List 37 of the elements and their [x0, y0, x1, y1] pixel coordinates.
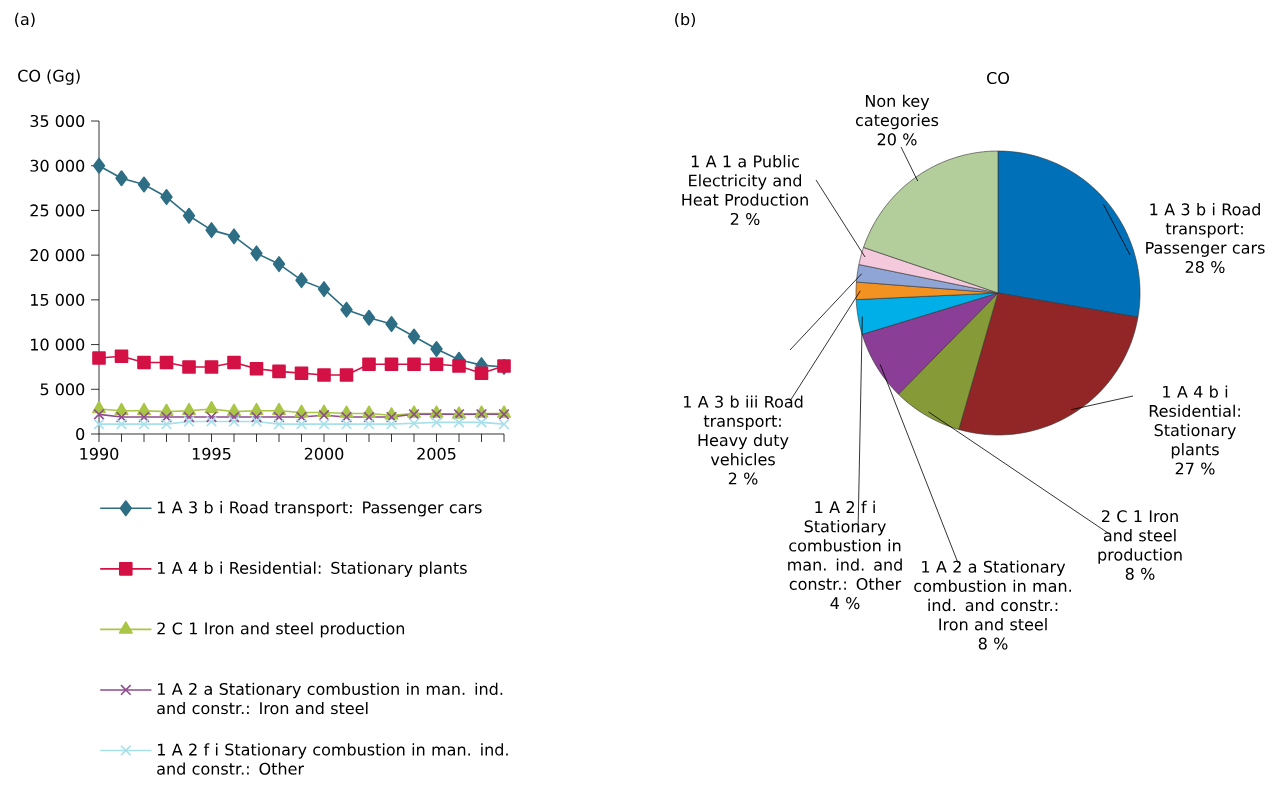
legend-label: 2 C 1 Iron and steel production — [157, 622, 405, 638]
legend-label: 1 A 2 f i Stationary combustion in man. ind. and constr.: Other — [157, 743, 508, 775]
data-label: 4 % — [830, 597, 860, 610]
x-tick-label: 2000 — [304, 447, 344, 460]
y-tick-label: 25 000 — [30, 204, 85, 217]
x-tick-label: 1995 — [192, 447, 231, 460]
text: (b) — [675, 12, 695, 28]
data-label: 2 % — [728, 472, 758, 485]
slice-label: 1 A 3 b iii Road transport: Heavy duty vehicles — [683, 395, 803, 466]
data-label: 8 % — [978, 637, 1008, 650]
data-label: 8 % — [1125, 567, 1155, 580]
chart-title: CO — [987, 71, 1009, 85]
y-tick-label: 35 000 — [30, 114, 85, 128]
x-tick-label: 2005 — [417, 447, 456, 460]
data-label: 27 % — [1175, 462, 1215, 475]
slice-label: 1 A 2 f i Stationary combustion in man. ind. and constr.: Other — [788, 500, 902, 590]
legend-label: 1 A 2 a Stationary combustion in man. ind. and constr.: Iron and steel — [157, 682, 503, 715]
slice-label: 1 A 1 a Public Electricity and Heat Production — [682, 155, 808, 206]
slice-label: 1 A 4 b i Residential: Stationary plants — [1149, 385, 1240, 459]
data-label: 2 % — [730, 212, 760, 225]
slice-label: 2 C 1 Iron and steel production — [1098, 510, 1182, 564]
data-label: 20 % — [877, 133, 917, 146]
legend-label: 1 A 4 b i Residential: Stationary plants — [157, 561, 467, 578]
text: (a) — [15, 12, 35, 28]
y-tick-label: 15 000 — [31, 293, 85, 306]
y-tick-label: 0 — [76, 427, 85, 441]
y-tick-label: 5 000 — [40, 383, 85, 396]
legend-label: 1 A 3 b i Road transport: Passenger cars — [157, 501, 482, 517]
slice-label: 1 A 2 a Stationary combustion in man. ind. and constr.: Iron and steel — [914, 560, 1071, 631]
x-tick-label: 1990 — [80, 447, 119, 460]
y-tick-label: 30 000 — [30, 159, 85, 172]
data-label: 28 % — [1185, 260, 1225, 273]
y-tick-label: 20 000 — [30, 249, 85, 262]
slice-label: 1 A 3 b i Road transport: Passenger cars — [1146, 203, 1265, 257]
slice-label: Non key categories — [855, 94, 939, 130]
y-axis-title: CO (Gg) — [18, 69, 80, 85]
y-tick-label: 10 000 — [31, 338, 85, 351]
